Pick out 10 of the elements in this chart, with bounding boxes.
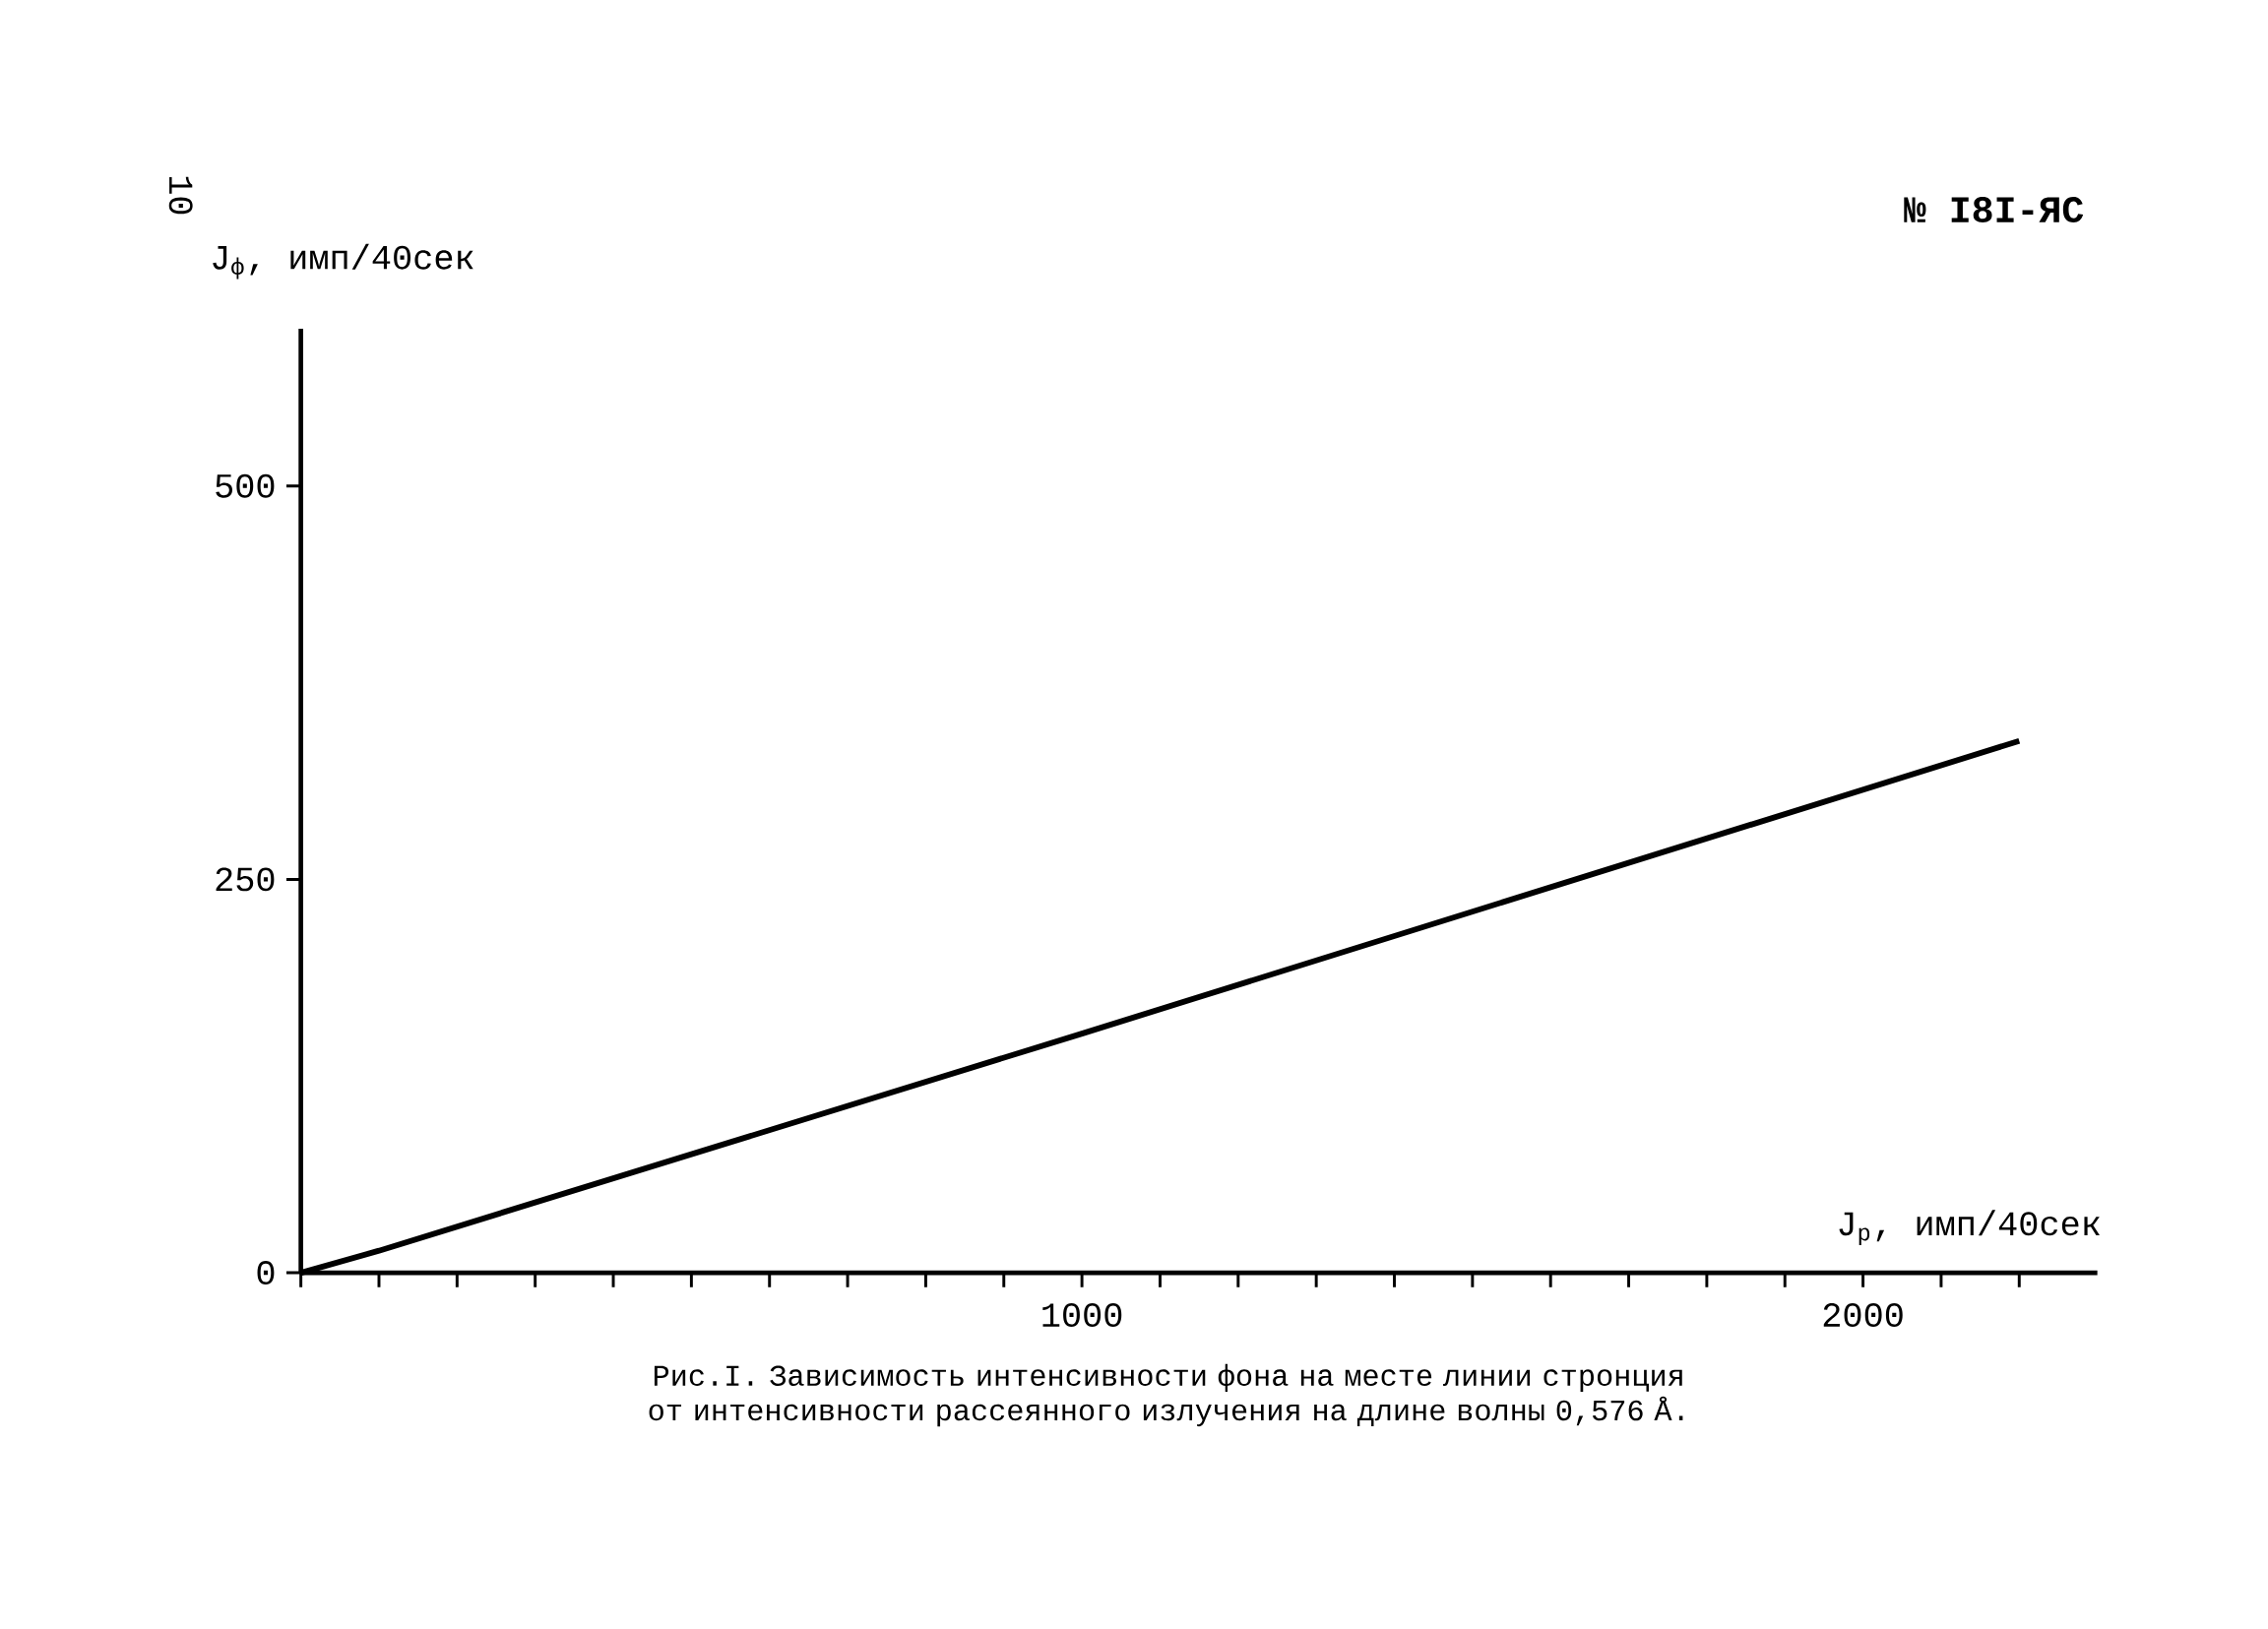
y-tick-label: 500	[216, 474, 275, 498]
text: Рис.I. Зависимость интенсивности фона на месте линии стронция от интенсивности рассеянного излучения на длине волны 0,576 Å.	[649, 1363, 1683, 1427]
y-tick-label: 0	[257, 1261, 275, 1285]
x-tick-label: 2000	[1823, 1303, 1903, 1328]
x-axis-title: J$_{р}$, имп/40сек	[1839, 1210, 2100, 1246]
x-tick-label: 1000	[1042, 1303, 1122, 1328]
y-axis-title: J$_{ф}$, имп/40сек	[213, 244, 473, 280]
text: № I8I-ЯС	[1904, 197, 2084, 223]
y-tick-label: 250	[216, 867, 275, 892]
text: 10	[168, 176, 193, 215]
